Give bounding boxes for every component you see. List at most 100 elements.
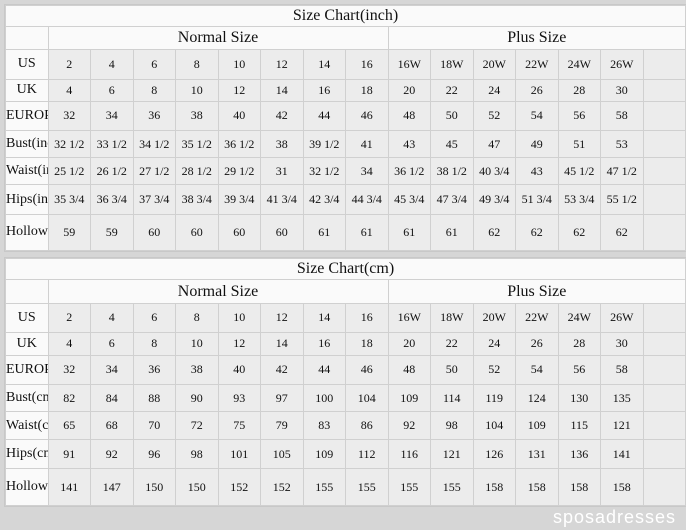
size-cell: 39 1/2: [302, 129, 346, 159]
size-cell: 4: [47, 332, 91, 356]
row-label: UK: [5, 78, 49, 102]
size-cell: 98: [175, 438, 219, 470]
size-cell: 147: [90, 468, 134, 506]
size-cell: 8: [132, 332, 176, 356]
row-label: Waist(cm): [5, 411, 49, 440]
size-cell: 105: [260, 438, 304, 470]
size-cell: 2: [47, 49, 91, 80]
size-cell: 6: [90, 332, 134, 356]
size-cell: 70: [132, 411, 176, 440]
size-cell: 4: [90, 49, 134, 80]
size-cell: 10: [175, 78, 219, 102]
size-cell: 28: [557, 78, 601, 102]
size-cell: 14: [260, 332, 304, 356]
size-cell: 22W: [515, 49, 559, 80]
size-cell: 98: [430, 411, 474, 440]
table-row: US 2 4 6 8 10 12 14 16 16W 18W 20W 22W 24W 26W: [5, 49, 686, 80]
size-cell: 75: [217, 411, 261, 440]
size-cell: 109: [515, 411, 559, 440]
row-label: US: [5, 49, 49, 80]
table-row: Waist(inch)25 1/226 1/227 1/228 1/229 1/…: [5, 157, 686, 186]
size-cell: 104: [472, 411, 516, 440]
size-cell: 155: [345, 468, 389, 506]
size-cell: 56: [557, 354, 601, 386]
size-cell: 38 1/2: [430, 157, 474, 186]
size-cell: 22: [430, 78, 474, 102]
size-cell: 27 1/2: [132, 157, 176, 186]
size-cell: 20W: [472, 302, 516, 334]
size-cell: 16W: [387, 49, 431, 80]
size-cell: 45: [430, 129, 474, 159]
size-cell: 10: [217, 49, 261, 80]
size-cell: 86: [345, 411, 389, 440]
empty-cell: [642, 129, 686, 159]
size-cell: 29 1/2: [217, 157, 261, 186]
size-cell: 115: [557, 411, 601, 440]
empty-cell: [642, 184, 686, 215]
size-cell: 54: [515, 100, 559, 132]
size-cell: 52: [472, 354, 516, 386]
empty-cell: [642, 468, 686, 506]
size-cell: 8: [175, 302, 219, 334]
size-cell: 119: [472, 384, 516, 413]
size-cell: 12: [260, 49, 304, 80]
size-cell: 38 3/4: [175, 184, 219, 215]
size-cell: 33 1/2: [90, 129, 134, 159]
size-cell: 135: [600, 384, 644, 413]
size-cell: 36: [132, 100, 176, 132]
size-cell: 22W: [515, 302, 559, 334]
table-row: EUROPE3234363840424446485052545658: [5, 354, 686, 386]
size-cell: 16: [302, 332, 346, 356]
size-cell: 42: [260, 354, 304, 386]
size-cell: 56: [557, 100, 601, 132]
size-cell: 25 1/2: [47, 157, 91, 186]
size-cell: 53: [600, 129, 644, 159]
table-row: US 2 4 6 8 10 12 14 16 16W 18W 20W 22W 24W 26W: [5, 302, 686, 334]
size-cell: 51 3/4: [515, 184, 559, 215]
size-cell: 47: [472, 129, 516, 159]
size-cell: 61: [345, 213, 389, 252]
empty-cell: [642, 354, 686, 386]
size-cell: 50: [430, 100, 474, 132]
size-cell: 61: [387, 213, 431, 252]
normal-size-header: Normal Size: [47, 279, 389, 304]
row-label: EUROPE: [5, 354, 49, 386]
size-cell: 152: [217, 468, 261, 506]
size-cell: 96: [132, 438, 176, 470]
size-cell: 158: [557, 468, 601, 506]
size-cell: 28 1/2: [175, 157, 219, 186]
size-cell: 35 3/4: [47, 184, 91, 215]
size-cell: 10: [217, 302, 261, 334]
size-cell: 155: [387, 468, 431, 506]
size-cell: 36 1/2: [217, 129, 261, 159]
size-cell: 16W: [387, 302, 431, 334]
size-cell: 83: [302, 411, 346, 440]
size-cell: 32: [47, 354, 91, 386]
watermark: sposadresses: [552, 507, 676, 527]
size-cell: 4: [47, 78, 91, 102]
size-cell: 101: [217, 438, 261, 470]
size-cell: 10: [175, 332, 219, 356]
size-cell: 18: [345, 78, 389, 102]
size-cell: 14: [302, 302, 346, 334]
size-cell: 38: [175, 100, 219, 132]
size-cell: 31: [260, 157, 304, 186]
size-cell: 130: [557, 384, 601, 413]
size-cell: 121: [600, 411, 644, 440]
size-cell: 62: [472, 213, 516, 252]
table-row: Hips(inch)35 3/436 3/437 3/438 3/439 3/4…: [5, 184, 686, 215]
size-cell: 141: [600, 438, 644, 470]
size-cell: 20: [387, 332, 431, 356]
size-chart-inch: Size Chart(inch) Normal Size Plus Size US 2 4…: [4, 4, 686, 252]
row-label: Hips(cm): [5, 438, 49, 470]
size-cell: 34: [90, 100, 134, 132]
empty-cell: [642, 438, 686, 470]
size-cell: 32: [47, 100, 91, 132]
size-cell: 158: [600, 468, 644, 506]
plus-size-header: Plus Size: [387, 26, 686, 51]
row-label: Hips(inch): [5, 184, 49, 215]
table-row: Bust(inch)32 1/233 1/234 1/235 1/236 1/2…: [5, 129, 686, 159]
size-cell: 62: [600, 213, 644, 252]
size-cell: 47 3/4: [430, 184, 474, 215]
size-cell: 84: [90, 384, 134, 413]
